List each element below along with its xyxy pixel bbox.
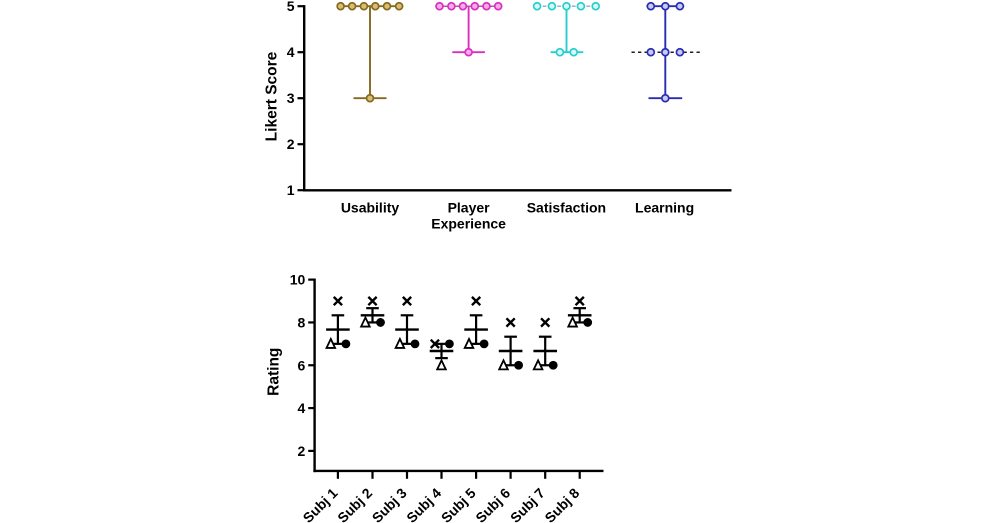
svg-text:2: 2 [298, 443, 306, 459]
svg-text:2: 2 [287, 136, 295, 152]
svg-text:Usability: Usability [341, 200, 400, 216]
svg-text:Learning: Learning [635, 200, 694, 216]
svg-text:1: 1 [287, 182, 295, 198]
svg-text:3: 3 [287, 90, 295, 106]
svg-text:4: 4 [298, 400, 306, 416]
svg-text:8: 8 [298, 314, 306, 330]
svg-text:4: 4 [287, 44, 295, 60]
svg-text:Satisfaction: Satisfaction [527, 200, 606, 216]
svg-text:Player: Player [448, 200, 491, 216]
svg-text:Likert Score: Likert Score [264, 51, 281, 141]
svg-text:10: 10 [290, 272, 306, 288]
svg-text:5: 5 [287, 0, 295, 14]
svg-text:6: 6 [298, 357, 306, 373]
svg-text:Rating: Rating [265, 348, 282, 396]
svg-text:Experience: Experience [431, 216, 506, 232]
